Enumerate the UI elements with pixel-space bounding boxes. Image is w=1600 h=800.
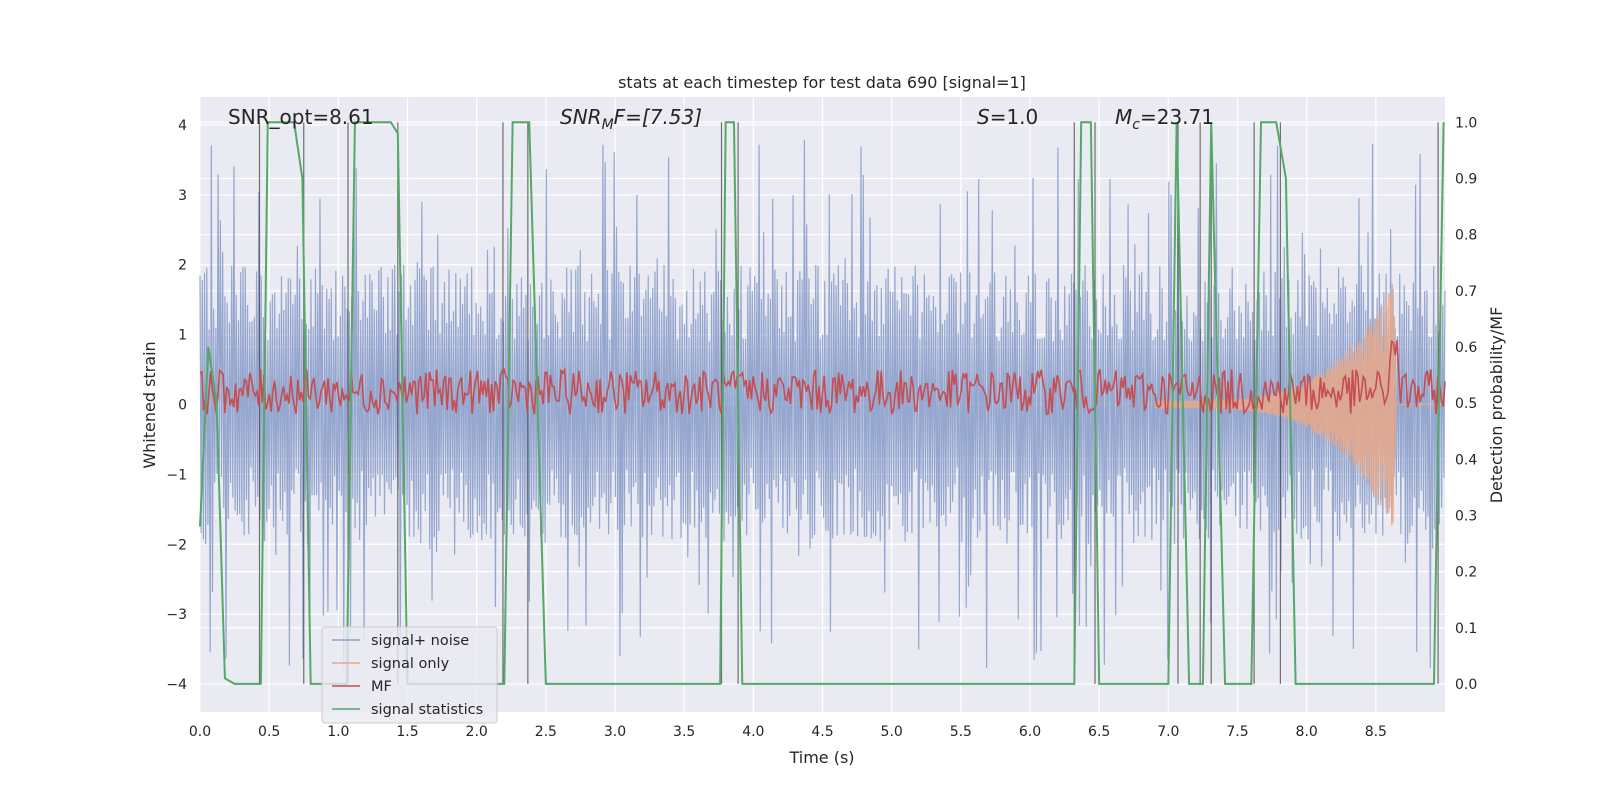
y-right-tick-label: 0.0	[1455, 677, 1477, 693]
x-tick-label: 1.5	[396, 724, 418, 740]
signal-noise-line	[199, 139, 1446, 669]
y-right-tick-label: 0.9	[1455, 171, 1477, 187]
annotation-s: S=1.0	[977, 105, 1038, 129]
annotation-snr-mf-sub: M	[602, 117, 614, 133]
annotation-snr-opt: SNR_opt=8.61	[228, 105, 374, 129]
legend-label-signal-only: signal only	[371, 656, 450, 672]
annotation-mc-sub: c	[1132, 117, 1140, 133]
y-right-tick-label: 0.8	[1455, 228, 1477, 244]
y-right-tick-label: 1.0	[1455, 115, 1477, 131]
legend-label-mf: MF	[371, 679, 392, 695]
x-axis-label: Time (s)	[788, 748, 854, 767]
x-tick-label: 5.5	[950, 724, 972, 740]
series-signal-statistics	[199, 121, 1445, 685]
x-tick-label: 6.5	[1088, 724, 1110, 740]
x-tick-label: 6.0	[1019, 724, 1041, 740]
x-tick-label: 5.0	[881, 724, 903, 740]
y-right-tick-label: 0.2	[1455, 565, 1477, 581]
annotation-mc-symbol: M	[1115, 105, 1132, 129]
y-left-tick-label: 3	[178, 188, 187, 204]
annotation-mc-rest: =23.71	[1140, 105, 1214, 129]
legend: signal+ noise signal only MF signal stat…	[321, 626, 498, 724]
series-signal-noise	[199, 139, 1446, 669]
y-left-tick-label: −4	[166, 677, 187, 693]
annotation-snr-mf-symbol: SNR	[560, 105, 602, 129]
x-tick-label: 7.0	[1157, 724, 1179, 740]
legend-label-signal-statistics: signal statistics	[371, 702, 483, 718]
y-left-tick-label: 2	[178, 258, 187, 274]
y-left-tick-label: 4	[178, 118, 187, 134]
x-tick-label: 2.0	[466, 724, 488, 740]
annotation-snr-mf: SNRMF=[7.53]	[560, 105, 702, 133]
y-left-tick-label: 0	[178, 398, 187, 414]
vertical-markers	[258, 122, 1439, 684]
x-tick-label: 8.5	[1365, 724, 1387, 740]
signal-statistics-line	[199, 121, 1445, 685]
y-left-tick-labels: −4 −3 −2 −1 0 1 2 3 4	[166, 118, 187, 693]
y-right-tick-labels: 0.0 0.1 0.2 0.3 0.4 0.5 0.6 0.7 0.8 0.9 1.0	[1455, 115, 1477, 693]
legend-label-signal-noise: signal+ noise	[371, 633, 469, 649]
x-tick-label: 0.5	[258, 724, 280, 740]
x-tick-label: 4.5	[811, 724, 833, 740]
annotation-s-rest: =1.0	[990, 105, 1039, 129]
y-left-tick-label: 1	[178, 328, 187, 344]
x-tick-label: 0.0	[189, 724, 211, 740]
y-right-tick-label: 0.7	[1455, 284, 1477, 300]
y-right-tick-label: 0.6	[1455, 340, 1477, 356]
annotation-s-symbol: S	[977, 105, 990, 129]
annotation-mc: Mc=23.71	[1115, 105, 1214, 133]
y-right-tick-label: 0.1	[1455, 621, 1477, 637]
x-tick-labels: 0.0 0.5 1.0 1.5 2.0 2.5 3.0 3.5 4.0 4.5 5.0 5.5 6.0 6…	[189, 724, 1387, 740]
y-left-tick-label: −3	[166, 607, 187, 623]
x-tick-label: 7.5	[1226, 724, 1248, 740]
y-right-tick-label: 0.5	[1455, 396, 1477, 412]
annotation-snr-mf-rest: F=[7.53]	[614, 105, 702, 129]
y-right-tick-label: 0.3	[1455, 508, 1477, 524]
y-right-tick-label: 0.4	[1455, 452, 1477, 468]
y-left-axis-label: Whitened strain	[140, 341, 159, 468]
x-tick-label: 3.5	[673, 724, 695, 740]
series-mf	[199, 340, 1446, 416]
y-left-tick-label: −1	[166, 467, 187, 483]
y-right-axis-label: Detection probability/MF	[1487, 307, 1506, 504]
legend-box	[321, 626, 498, 724]
x-tick-label: 2.5	[535, 724, 557, 740]
x-tick-label: 8.0	[1296, 724, 1318, 740]
x-tick-label: 3.0	[604, 724, 626, 740]
y-left-tick-label: −2	[166, 537, 187, 553]
x-tick-label: 4.0	[742, 724, 764, 740]
chart-title: stats at each timestep for test data 690…	[618, 73, 1026, 92]
x-tick-label: 1.0	[327, 724, 349, 740]
mf-line	[199, 340, 1446, 416]
